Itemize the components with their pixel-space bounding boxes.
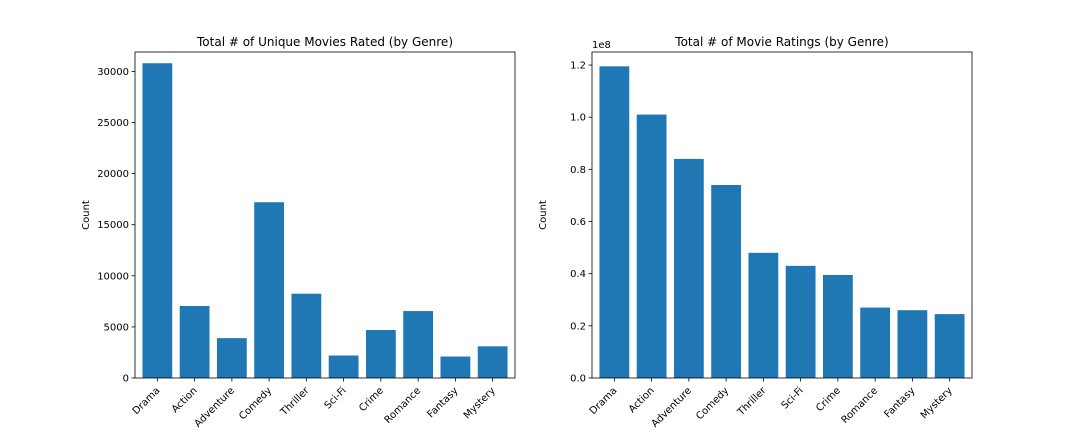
bar-drama xyxy=(599,66,630,378)
x-tick-label: Action xyxy=(170,385,200,415)
bar-mystery xyxy=(477,346,508,378)
y-offset-label: 1e8 xyxy=(592,40,611,51)
y-tick-label: 30000 xyxy=(97,67,129,78)
x-tick-label: Romance xyxy=(840,385,881,426)
chart-title: Total # of Unique Movies Rated (by Genre… xyxy=(196,35,453,49)
x-tick-label: Drama xyxy=(131,385,163,417)
y-tick-label: 0.6 xyxy=(570,217,586,228)
y-tick-label: 1.2 xyxy=(570,61,586,72)
x-tick-label: Adventure xyxy=(650,385,694,429)
x-tick-label: Sci-Fi xyxy=(780,385,806,411)
y-tick-label: 0.0 xyxy=(570,374,586,385)
x-tick-label: Romance xyxy=(383,385,424,426)
bar-comedy xyxy=(254,202,285,378)
bar-action xyxy=(179,305,210,378)
bar-fantasy xyxy=(440,356,471,378)
bar-sci-fi xyxy=(328,355,359,378)
y-tick-label: 0 xyxy=(123,374,129,385)
x-tick-label: Fantasy xyxy=(426,385,461,420)
x-tick-label: Crime xyxy=(357,385,386,414)
x-tick-label: Thriller xyxy=(278,385,312,419)
y-axis-label: Count xyxy=(81,200,92,230)
x-tick-label: Sci-Fi xyxy=(323,385,349,411)
bar-sci-fi xyxy=(785,265,816,378)
y-tick-label: 1.0 xyxy=(570,113,586,124)
bar-fantasy xyxy=(897,310,928,378)
axes-frame xyxy=(591,51,973,379)
y-tick-label: 0.2 xyxy=(570,321,586,332)
x-tick-label: Comedy xyxy=(237,385,274,422)
bar-romance xyxy=(403,311,434,378)
y-tick-label: 10000 xyxy=(97,271,129,282)
y-tick-label: 15000 xyxy=(97,220,129,231)
bar-adventure xyxy=(216,338,247,378)
x-tick-label: Crime xyxy=(814,385,843,414)
x-tick-label: Mystery xyxy=(919,385,955,421)
bar-crime xyxy=(822,274,853,378)
bar-comedy xyxy=(711,185,742,378)
chart-2: 0.0 0.2 0.4 0.6 0.8 1.0 1.2 Drama ActionAdventur… xyxy=(538,35,973,430)
bar-thriller xyxy=(291,293,322,378)
bar-thriller xyxy=(748,252,779,378)
y-tick-label: 25000 xyxy=(97,118,129,129)
y-tick-label: 0.4 xyxy=(570,269,586,280)
chart-title: Total # of Movie Ratings (by Genre) xyxy=(674,35,888,49)
x-tick-label: Drama xyxy=(588,385,620,417)
y-tick-label: 5000 xyxy=(104,322,129,333)
bar-crime xyxy=(365,329,396,378)
bar-mystery xyxy=(934,314,965,378)
chart-1: 0 5000 10000 15000 20000 25000 30000 Drama Actio… xyxy=(81,35,516,430)
y-tick-label: 0.8 xyxy=(570,165,586,176)
x-tick-label: Action xyxy=(627,385,657,415)
axes-frame xyxy=(134,51,516,379)
x-tick-label: Mystery xyxy=(462,385,498,421)
x-tick-label: Adventure xyxy=(193,385,237,429)
x-tick-label: Fantasy xyxy=(883,385,918,420)
bar-drama xyxy=(142,63,173,379)
bar-romance xyxy=(860,307,891,378)
bar-adventure xyxy=(673,158,704,378)
x-tick-label: Thriller xyxy=(735,385,769,419)
y-axis-label: Count xyxy=(538,200,549,230)
x-tick-label: Comedy xyxy=(694,385,731,422)
bar-action xyxy=(636,114,667,378)
y-tick-label: 20000 xyxy=(97,169,129,180)
